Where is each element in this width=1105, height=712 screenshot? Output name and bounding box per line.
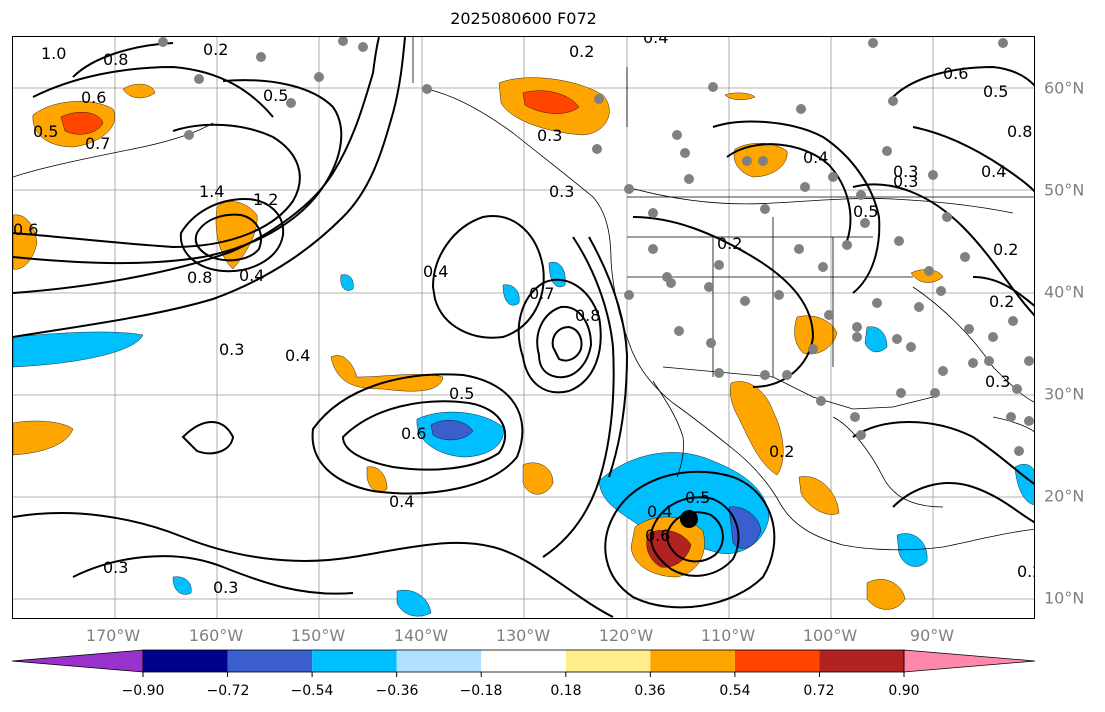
contour-label: 0.3 bbox=[537, 126, 562, 145]
colorbar-tick-label: −0.18 bbox=[459, 683, 503, 699]
colorbar-tick-label: 0.18 bbox=[550, 683, 582, 699]
colorbar-segment bbox=[481, 650, 566, 672]
contour-label: 0.4 bbox=[285, 346, 310, 365]
colorbar-extend-high bbox=[903, 649, 1036, 673]
contour-label: 0.2 bbox=[203, 40, 228, 59]
colorbar-extend-low bbox=[11, 649, 144, 673]
colorbar-segments bbox=[11, 649, 1036, 673]
contour-label: 0.3 bbox=[893, 162, 918, 181]
colorbar-ticks bbox=[142, 672, 905, 677]
longitude-label: 150°W bbox=[290, 626, 346, 645]
colorbar-tick-label: 0.72 bbox=[803, 683, 835, 699]
latitude-label: 30°N bbox=[1044, 384, 1085, 404]
colorbar-segment bbox=[650, 650, 735, 672]
contour-label: 0.7 bbox=[85, 134, 110, 153]
contour-label: 0.4 bbox=[981, 162, 1006, 181]
contour-label: 0.4 bbox=[423, 262, 448, 281]
colorbar-tick-label: 0.90 bbox=[888, 683, 920, 699]
contour-label: 0.4 bbox=[389, 492, 414, 511]
contour-label: 0.8 bbox=[103, 50, 128, 69]
longitude-label: 160°W bbox=[188, 626, 244, 645]
contour-label: 1.4 bbox=[199, 182, 224, 201]
contour-label: 0.5 bbox=[685, 488, 710, 507]
contour-label: 0.4 bbox=[643, 37, 668, 47]
contour-label: 1.2 bbox=[253, 190, 278, 209]
contour-label: 0.6 bbox=[943, 64, 968, 83]
longitude-label: 170°W bbox=[85, 626, 141, 645]
contour-label: 0.3 bbox=[893, 172, 918, 191]
latitude-label: 20°N bbox=[1044, 486, 1085, 506]
map-canvas: 1.0 0.8 0.6 0.5 0.7 1.4 1.2 0.6 0.8 0.4 … bbox=[13, 37, 1035, 618]
contour-label: 0.4 bbox=[803, 148, 828, 167]
contour-label: 0.2 bbox=[769, 442, 794, 461]
colorbar-segment bbox=[143, 650, 228, 672]
colorbar-outline bbox=[142, 649, 905, 673]
contour-label: 0.3 bbox=[549, 182, 574, 201]
latitude-label: 60°N bbox=[1044, 78, 1085, 98]
contour-label: 0.5 bbox=[449, 384, 474, 403]
contour-label: 0.6 bbox=[81, 88, 106, 107]
cyclone-marker bbox=[680, 510, 698, 528]
longitude-label: 110°W bbox=[700, 626, 756, 645]
contour-label: 0.8 bbox=[187, 268, 212, 287]
longitude-label: 90°W bbox=[909, 626, 955, 645]
contour-label: 0.8 bbox=[575, 306, 600, 325]
contour-label: 0.5 bbox=[853, 202, 878, 221]
graticule bbox=[13, 37, 1034, 618]
contour-label: 0.4 bbox=[239, 266, 264, 285]
colorbar-tick-label: −0.36 bbox=[375, 683, 419, 699]
contour-lines bbox=[13, 37, 1034, 618]
longitude-label: 120°W bbox=[598, 626, 654, 645]
longitude-label: 130°W bbox=[495, 626, 551, 645]
colorbar-tick-label: −0.90 bbox=[121, 683, 165, 699]
station-markers bbox=[158, 37, 1034, 456]
latitude-label: 40°N bbox=[1044, 282, 1085, 302]
latitude-label: 50°N bbox=[1044, 180, 1085, 200]
colorbar-tick-label: −0.72 bbox=[206, 683, 250, 699]
contour-label: 0.2 bbox=[993, 240, 1018, 259]
contour-label: 0.5 bbox=[983, 82, 1008, 101]
contour-label: 1.0 bbox=[41, 44, 66, 63]
contour-label: 0.5 bbox=[33, 122, 58, 141]
contour-label: 0.4 bbox=[647, 502, 672, 521]
colorbar-segment bbox=[227, 650, 313, 672]
colorbar-segment bbox=[734, 650, 820, 672]
colorbar-tick-label: 0.36 bbox=[634, 683, 666, 699]
contour-label: 0.3 bbox=[985, 372, 1010, 391]
contour-label: 0.3 bbox=[219, 340, 244, 359]
contour-label: 0.3 bbox=[213, 578, 238, 597]
contour-label: 0.7 bbox=[529, 284, 554, 303]
map-panel: 1.0 0.8 0.6 0.5 0.7 1.4 1.2 0.6 0.8 0.4 … bbox=[12, 36, 1035, 619]
contour-label: 0.6 bbox=[13, 220, 38, 239]
contour-label: 0.8 bbox=[1007, 122, 1032, 141]
contour-label: 0.6 bbox=[645, 526, 670, 545]
longitude-label: 100°W bbox=[802, 626, 858, 645]
contour-label: 0.6 bbox=[401, 424, 426, 443]
colorbar-tick-label: 0.54 bbox=[719, 683, 751, 699]
longitude-label: 140°W bbox=[393, 626, 449, 645]
colorbar bbox=[11, 649, 1036, 677]
colorbar-segment bbox=[312, 650, 397, 672]
colorbar-segment bbox=[819, 650, 904, 672]
shaded-anomalies bbox=[13, 77, 1034, 617]
colorbar-segment bbox=[396, 650, 482, 672]
colorbar-segment bbox=[565, 650, 651, 672]
contour-label: 0.3 bbox=[103, 558, 128, 577]
contour-label: 0.5 bbox=[263, 86, 288, 105]
latitude-label: 10°N bbox=[1044, 588, 1085, 608]
contour-label-group: 1.0 0.8 0.6 0.5 0.7 1.4 1.2 0.6 0.8 0.4 … bbox=[13, 37, 1035, 597]
contour-label: 0.2 bbox=[569, 42, 594, 61]
contour-label: 0.2 bbox=[717, 234, 742, 253]
map-title: 2025080600 F072 bbox=[450, 9, 597, 28]
colorbar-tick-label: −0.54 bbox=[290, 683, 334, 699]
contour-label: 0.2 bbox=[1017, 562, 1035, 581]
contour-label: 0.2 bbox=[989, 292, 1014, 311]
